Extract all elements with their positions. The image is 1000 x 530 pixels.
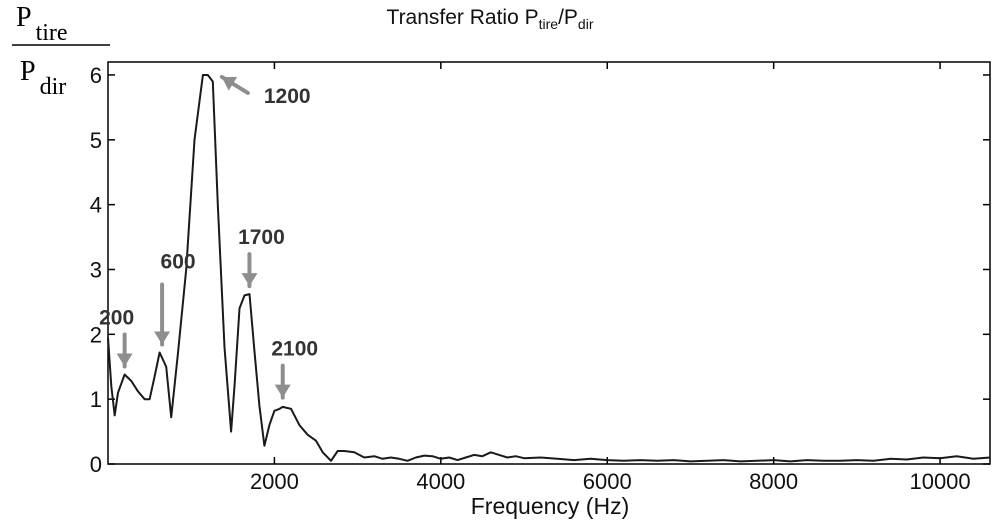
x-axis-ticks: 2000 4000 6000 8000 10000: [250, 62, 971, 494]
annotation-1700: 1700: [238, 226, 285, 289]
annotation-label: 600: [161, 250, 196, 273]
y-tick-label: 2: [90, 322, 102, 347]
annotation-2100: 2100: [271, 338, 318, 400]
y-tick-label: 0: [90, 452, 102, 477]
annotation-arrowhead: [116, 353, 133, 367]
annotation-arrowhead: [221, 77, 238, 91]
annotation-label: 1700: [238, 226, 285, 249]
y-tick-label: 1: [90, 387, 102, 412]
x-tick-label: 8000: [749, 469, 798, 494]
y-tick-label: 4: [90, 193, 102, 218]
annotation-label: 2100: [271, 338, 318, 361]
x-tick-label: 4000: [416, 469, 465, 494]
annotation-1200: 1200: [219, 74, 311, 108]
y-tick-label: 6: [90, 63, 102, 88]
x-tick-label: 10000: [909, 469, 970, 494]
x-tick-label: 6000: [583, 469, 632, 494]
chart-title: Transfer Ratio Ptire/Pdir: [387, 6, 594, 32]
x-axis-label: Frequency (Hz): [471, 493, 629, 519]
annotation-label: 1200: [264, 85, 311, 108]
annotation-arrowhead: [241, 273, 258, 287]
series-line: [107, 74, 991, 463]
annotation-600: 600: [154, 250, 196, 347]
annotation-200: 200: [99, 307, 134, 369]
annotation-arrowhead: [154, 331, 171, 345]
y-axis-ticks: 0 1 2 3 4 5 6: [90, 63, 990, 477]
y-tick-label: 5: [90, 128, 102, 153]
annotation-label: 200: [99, 307, 134, 330]
annotation-arrowhead: [274, 384, 291, 398]
x-tick-label: 2000: [250, 469, 299, 494]
y-tick-label: 3: [90, 257, 102, 282]
annotations: 1200 600 200 1700 2100: [99, 74, 318, 400]
plot-frame: [107, 61, 991, 465]
